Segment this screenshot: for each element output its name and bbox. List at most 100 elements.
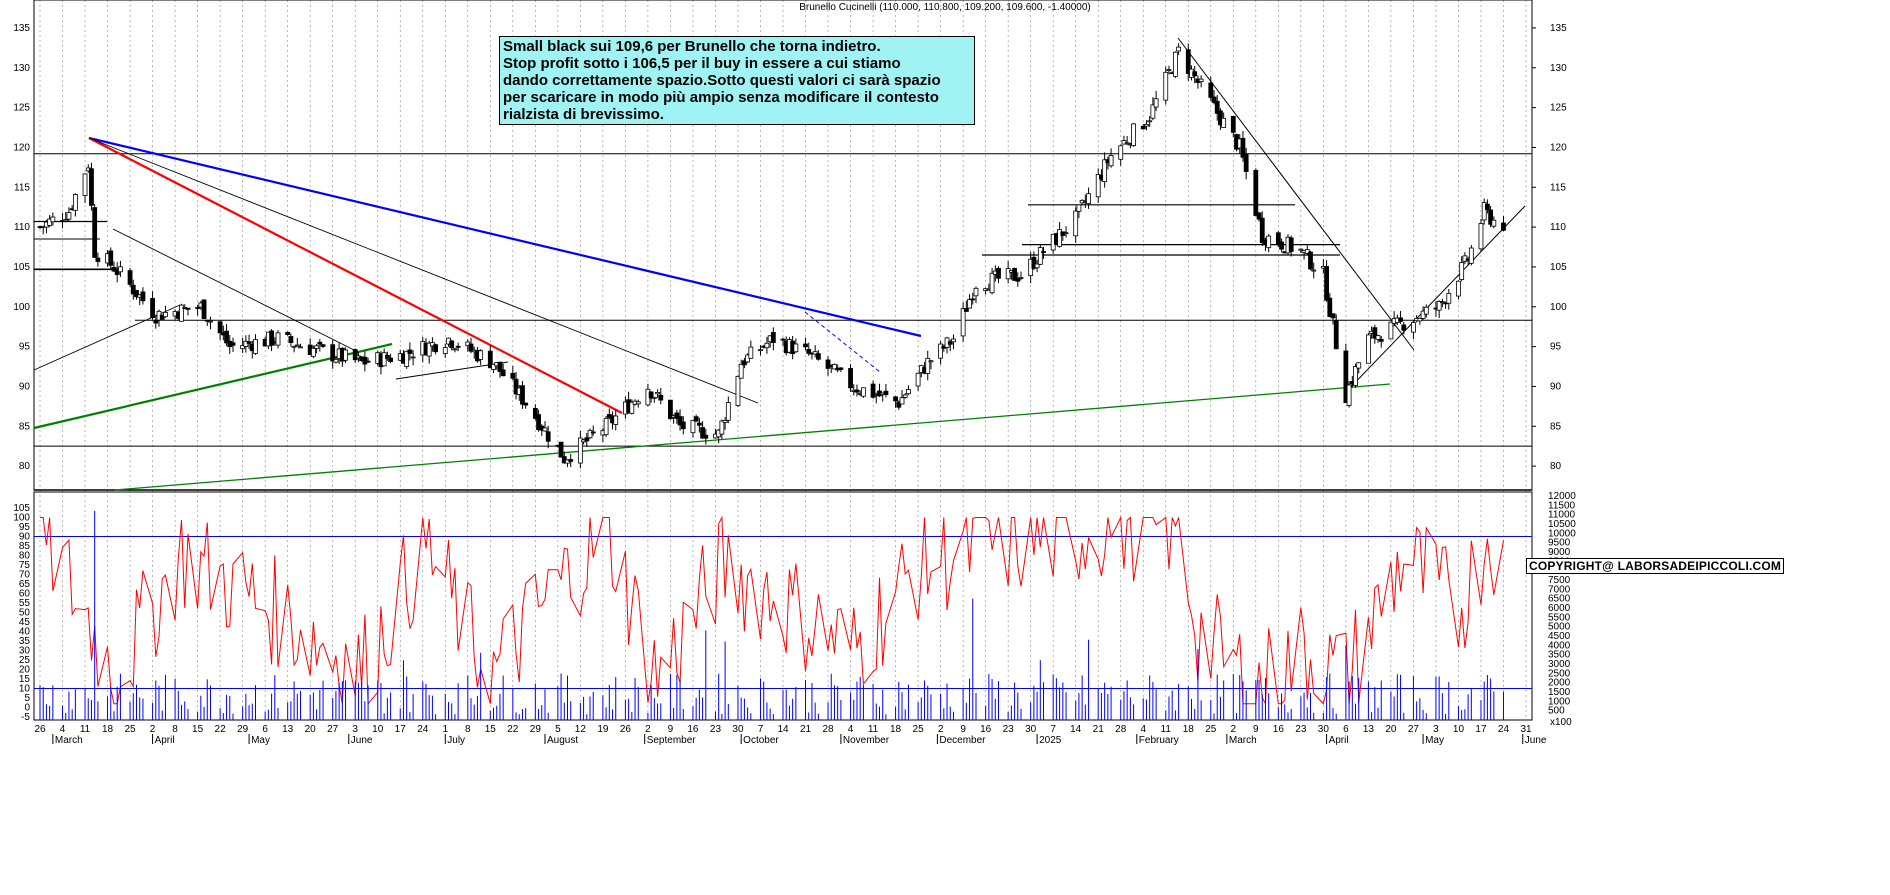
candle-body bbox=[1057, 229, 1063, 247]
x-tick-label: 27 bbox=[327, 724, 339, 735]
candle-body bbox=[832, 364, 837, 370]
month-label: May bbox=[251, 735, 270, 746]
candle-body bbox=[764, 342, 770, 349]
x-tick-label: 20 bbox=[305, 724, 317, 735]
candle-body bbox=[330, 344, 336, 362]
candle-body bbox=[1192, 71, 1198, 77]
osc-tick: 0 bbox=[24, 703, 30, 714]
candle-body bbox=[668, 399, 673, 420]
candle-body bbox=[510, 372, 516, 379]
osc-tick: 90 bbox=[19, 532, 31, 543]
candle-body bbox=[545, 431, 551, 442]
candle-body bbox=[1478, 223, 1484, 250]
volume-tick: 7000 bbox=[1548, 584, 1571, 595]
candle-body bbox=[362, 356, 368, 365]
volume-tick: 11500 bbox=[1548, 500, 1576, 511]
candle-body bbox=[1279, 241, 1284, 250]
candle-body bbox=[1243, 153, 1249, 172]
candle-body bbox=[1343, 350, 1349, 404]
osc-tick: 60 bbox=[19, 589, 31, 600]
candle-body bbox=[343, 349, 348, 361]
candle-body bbox=[1005, 268, 1011, 280]
candle-body bbox=[838, 367, 844, 370]
candle-body bbox=[288, 336, 294, 344]
month-label: December bbox=[939, 735, 986, 746]
candle-body bbox=[487, 350, 493, 369]
candle-body bbox=[1198, 78, 1204, 82]
candle-body bbox=[1330, 313, 1336, 319]
volume-tick: 10000 bbox=[1548, 528, 1576, 539]
candle-body bbox=[1353, 366, 1358, 386]
candle-body bbox=[928, 360, 934, 363]
candle-body bbox=[1012, 268, 1017, 281]
chart-title: Brunello Cucinelli (110.000, 110.800, 10… bbox=[799, 2, 1091, 13]
candle-body bbox=[1108, 154, 1114, 167]
candle-body bbox=[812, 351, 818, 355]
candle-body bbox=[179, 304, 184, 322]
annotation-line: Small black sui 109,6 per Brunello che t… bbox=[503, 38, 881, 55]
x-tick-label: 25 bbox=[913, 724, 925, 735]
candle-body bbox=[224, 330, 229, 344]
candle-body bbox=[1356, 362, 1362, 369]
osc-tick: 20 bbox=[19, 665, 31, 676]
price-tick-left: 120 bbox=[13, 142, 30, 153]
month-label: March bbox=[55, 735, 83, 746]
candle-body bbox=[243, 340, 249, 347]
x-tick-label: 7 bbox=[758, 724, 764, 735]
x-tick-label: 10 bbox=[1453, 724, 1465, 735]
candlesticks bbox=[37, 43, 1506, 469]
trendlines bbox=[33, 37, 1526, 491]
candle-body bbox=[478, 350, 484, 360]
candle-body bbox=[806, 348, 812, 354]
dashed-trendline bbox=[804, 311, 881, 373]
month-label: March bbox=[1229, 735, 1257, 746]
x-tick-label: 6 bbox=[1343, 724, 1349, 735]
candle-body bbox=[1266, 235, 1272, 249]
candle-body bbox=[1275, 232, 1281, 246]
month-label: June bbox=[1525, 735, 1547, 746]
x-tick-label: 25 bbox=[124, 724, 136, 735]
candle-body bbox=[1031, 256, 1037, 269]
candle-body bbox=[298, 346, 303, 349]
candle-body bbox=[1037, 247, 1043, 265]
candle-body bbox=[1131, 123, 1136, 147]
candle-body bbox=[925, 357, 931, 374]
osc-tick: 85 bbox=[19, 541, 31, 552]
uptrend-line bbox=[1344, 205, 1526, 394]
x-tick-label: 5 bbox=[555, 724, 561, 735]
candle-body bbox=[655, 392, 660, 395]
axis-labels: 26 4 11 18 25 2 8 15 22 29 6 13 20 27 3 10 17 24 1 8 15 22 29 5… bbox=[13, 23, 1576, 746]
candle-body bbox=[648, 391, 654, 399]
x-tick-label: 25 bbox=[1205, 724, 1217, 735]
x-tick-label: 16 bbox=[980, 724, 992, 735]
annotation-line: Stop profit sotto i 106,5 per il buy in … bbox=[503, 55, 901, 72]
x-tick-label: 23 bbox=[710, 724, 722, 735]
copyright-label: COPYRIGHT@ LABORSADEIPICCOLI.COM bbox=[1526, 558, 1785, 574]
price-tick-right: 100 bbox=[1550, 302, 1567, 313]
volume-tick: 1000 bbox=[1548, 696, 1571, 707]
price-tick-right: 120 bbox=[1550, 142, 1567, 153]
price-tick-right: 85 bbox=[1550, 421, 1562, 432]
candle-body bbox=[381, 352, 387, 367]
x-tick-label: 9 bbox=[1253, 724, 1259, 735]
candle-body bbox=[963, 308, 969, 312]
candle-body bbox=[568, 459, 574, 462]
volume-unit-label: x100 bbox=[1550, 717, 1572, 728]
candle-body bbox=[1288, 237, 1294, 252]
candle-body bbox=[674, 412, 680, 419]
candle-body bbox=[1153, 98, 1159, 108]
candle-body bbox=[1308, 251, 1313, 270]
x-tick-label: 30 bbox=[1025, 724, 1037, 735]
candle-body bbox=[118, 266, 123, 273]
candle-body bbox=[134, 289, 139, 298]
x-tick-label: 19 bbox=[597, 724, 609, 735]
month-label: September bbox=[647, 735, 697, 746]
candle-body bbox=[1118, 145, 1124, 160]
price-tick-right: 105 bbox=[1550, 262, 1567, 273]
osc-tick: 75 bbox=[19, 560, 31, 571]
candle-body bbox=[310, 347, 316, 357]
candle-body bbox=[150, 298, 155, 319]
candle-body bbox=[815, 353, 821, 360]
candle-body bbox=[1015, 277, 1021, 282]
candle-body bbox=[700, 427, 705, 439]
